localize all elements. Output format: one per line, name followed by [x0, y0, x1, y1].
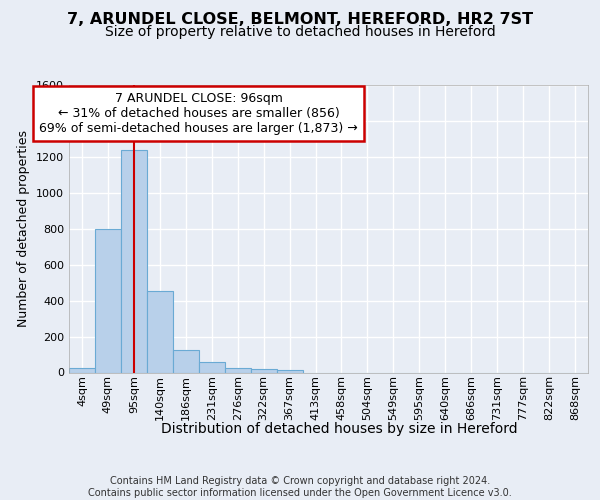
Text: Size of property relative to detached houses in Hereford: Size of property relative to detached ho… [104, 25, 496, 39]
Bar [95, 229, 121, 372]
Text: Contains HM Land Registry data © Crown copyright and database right 2024.
Contai: Contains HM Land Registry data © Crown c… [88, 476, 512, 498]
Bar [69, 368, 95, 372]
Bar [251, 370, 277, 372]
Bar [121, 150, 147, 372]
Bar [173, 350, 199, 372]
Text: Distribution of detached houses by size in Hereford: Distribution of detached houses by size … [161, 422, 517, 436]
Text: 7 ARUNDEL CLOSE: 96sqm
← 31% of detached houses are smaller (856)
69% of semi-de: 7 ARUNDEL CLOSE: 96sqm ← 31% of detached… [40, 92, 358, 135]
Bar [147, 290, 173, 372]
Y-axis label: Number of detached properties: Number of detached properties [17, 130, 31, 327]
Text: 7, ARUNDEL CLOSE, BELMONT, HEREFORD, HR2 7ST: 7, ARUNDEL CLOSE, BELMONT, HEREFORD, HR2… [67, 12, 533, 28]
Bar [199, 362, 224, 372]
Bar [277, 370, 302, 372]
Bar [225, 368, 251, 372]
